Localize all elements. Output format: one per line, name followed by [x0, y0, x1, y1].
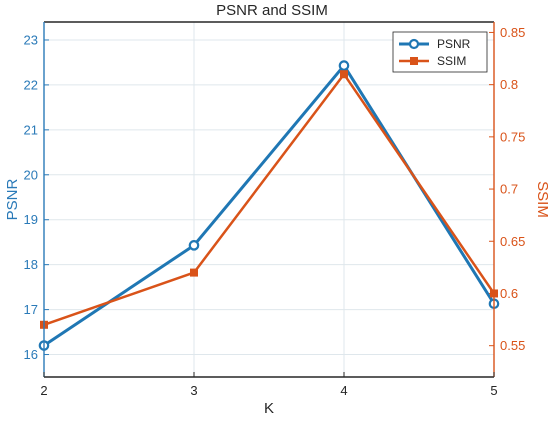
data-point-ssim [190, 268, 198, 277]
x-tick-label: 5 [490, 383, 497, 398]
y-right-tick-label: 0.8 [500, 77, 518, 92]
x-tick-label: 4 [340, 383, 347, 398]
y-right-tick-label: 0.7 [500, 182, 518, 197]
x-axis-label: K [264, 400, 274, 417]
y-left-axis-label: PSNR [4, 179, 21, 221]
y-right-tick-label: 0.75 [500, 129, 525, 144]
series-line-psnr [43, 64, 496, 347]
legend-box [392, 31, 488, 73]
legend-label: PSNR [437, 37, 471, 51]
legend-marker [410, 57, 418, 65]
series-layer [38, 60, 500, 351]
y-left-tick-label: 20 [24, 167, 38, 182]
x-tick-label: 2 [40, 383, 47, 398]
y-right-tick-label: 0.55 [500, 338, 525, 353]
y-left-tick-label: 16 [24, 347, 38, 362]
y-left-tick-label: 23 [24, 32, 38, 47]
grid [43, 22, 495, 377]
y-left-tick-label: 19 [24, 212, 38, 227]
legend-item-ssim: SSIM [399, 54, 466, 68]
x-tick-label: 3 [190, 383, 197, 398]
legend-item-psnr: PSNR [399, 37, 471, 51]
y-left-tick-label: 21 [24, 122, 38, 137]
series-ssim [40, 70, 498, 329]
axes: 2 3 4 516171819202122230.550.60.650.70.750.… [4, 21, 550, 417]
chart-title: PSNR and SSIM [216, 2, 328, 19]
y-right-tick-label: 0.6 [500, 286, 518, 301]
series-line-ssim [43, 72, 496, 326]
data-point-ssim [340, 70, 348, 79]
data-point-psnr [338, 60, 350, 71]
y-left-tick-label: 18 [24, 257, 38, 272]
y-left-tick-label: 22 [24, 77, 38, 92]
legend-label: SSIM [437, 54, 466, 68]
data-point-psnr [188, 240, 200, 251]
y-right-tick-label: 0.65 [500, 234, 525, 249]
series-psnr [38, 60, 500, 351]
y-right-axis-label: SSIM [534, 181, 550, 218]
y-right-tick-label: 0.85 [500, 25, 525, 40]
legend-marker [408, 38, 420, 50]
y-left-tick-label: 17 [24, 302, 38, 317]
legend: PSNR SSIM [392, 31, 488, 73]
